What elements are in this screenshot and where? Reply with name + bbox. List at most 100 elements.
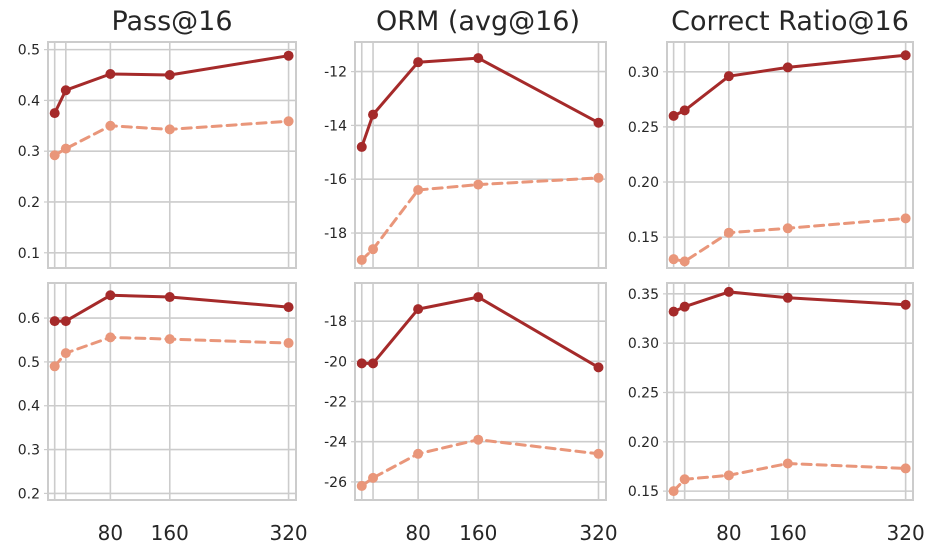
panel-r2-c1: 0.2 0.3 0.4 0.5 0.6 80 160 320: [18, 282, 308, 545]
data-point-dashed: [413, 448, 424, 459]
series-line-dashed: [360, 438, 600, 488]
y-tick-label: 0.1: [18, 246, 40, 262]
data-point-solid: [49, 316, 60, 327]
y-tick-label: 0.30: [628, 65, 659, 81]
data-point-solid: [283, 302, 294, 313]
data-point-solid: [679, 301, 690, 312]
data-point-solid: [60, 316, 71, 327]
y-tick-label: -26: [324, 475, 347, 491]
y-tick-label: -12: [324, 65, 347, 81]
data-point-solid: [164, 292, 175, 303]
x-tick-label: 320: [579, 521, 617, 545]
data-point-dashed: [356, 254, 367, 265]
y-tick-label: 0.3: [18, 443, 40, 459]
data-point-dashed: [283, 338, 294, 349]
data-point-dashed: [900, 213, 911, 224]
data-point-dashed: [368, 472, 379, 483]
y-tick-label: 0.5: [18, 43, 40, 59]
data-point-solid: [356, 358, 367, 369]
data-point-solid: [782, 62, 793, 73]
x-tick-label: 160: [769, 521, 807, 545]
data-point-dashed: [668, 254, 679, 265]
data-point-solid: [473, 53, 484, 64]
y-tick-label: 0.15: [628, 484, 659, 500]
panel-r1-c2: -18 -16 -14 -12: [324, 41, 607, 269]
y-tick-label: 0.25: [628, 385, 659, 401]
data-point-dashed: [105, 120, 116, 131]
data-point-dashed: [60, 348, 71, 359]
data-point-dashed: [900, 463, 911, 474]
data-point-dashed: [164, 334, 175, 345]
y-tick-label: -22: [324, 395, 347, 411]
data-point-dashed: [593, 448, 604, 459]
data-point-solid: [900, 299, 911, 310]
data-point-dashed: [105, 332, 116, 343]
data-point-dashed: [49, 150, 60, 161]
data-point-solid: [593, 362, 604, 373]
data-point-solid: [283, 50, 294, 61]
data-point-solid: [368, 358, 379, 369]
data-point-dashed: [413, 184, 424, 195]
x-tick-label: 160: [151, 521, 189, 545]
plot-frame: [47, 41, 297, 269]
panel-r2-c2: -26 -24 -22 -20 -18 80 160 320: [324, 282, 618, 545]
data-point-dashed: [723, 470, 734, 481]
data-point-dashed: [283, 116, 294, 127]
data-point-solid: [679, 105, 690, 116]
plot-frame: [354, 41, 607, 269]
data-point-dashed: [679, 256, 690, 267]
y-tick-label: 0.20: [628, 435, 659, 451]
data-point-solid: [60, 85, 71, 96]
data-point-solid: [413, 304, 424, 315]
data-point-solid: [105, 290, 116, 301]
data-point-solid: [356, 141, 367, 152]
y-tick-label: 0.20: [628, 175, 659, 191]
data-point-solid: [900, 50, 911, 61]
y-tick-label: -20: [324, 354, 347, 370]
data-point-solid: [164, 70, 175, 81]
data-point-solid: [668, 110, 679, 121]
column-title-3: Correct Ratio@16: [671, 6, 909, 37]
data-point-solid: [723, 286, 734, 297]
x-tick-label: 320: [887, 521, 925, 545]
y-tick-label: 0.15: [628, 230, 659, 246]
y-tick-label: -16: [324, 172, 347, 188]
column-title-1: Pass@16: [111, 6, 232, 37]
y-tick-label: 0.3: [18, 144, 40, 160]
panel-r1-c1: 0.1 0.2 0.3 0.4 0.5: [18, 41, 297, 269]
y-tick-label: 0.2: [18, 486, 40, 502]
x-tick-label: 80: [98, 521, 123, 545]
plot-frame: [47, 282, 297, 501]
y-tick-label: 0.6: [18, 311, 40, 327]
data-point-dashed: [782, 223, 793, 234]
panel-r1-c3: 0.15 0.20 0.25 0.30: [628, 41, 914, 269]
data-point-solid: [49, 108, 60, 119]
plot-frame: [666, 282, 914, 501]
x-tick-label: 320: [269, 521, 307, 545]
data-point-solid: [668, 306, 679, 317]
data-point-solid: [413, 57, 424, 68]
column-title-2: ORM (avg@16): [376, 6, 580, 37]
data-point-solid: [473, 292, 484, 303]
series-line-solid: [53, 54, 291, 115]
y-tick-label: -24: [324, 435, 347, 451]
data-point-dashed: [679, 474, 690, 485]
y-tick-label: 0.4: [18, 93, 40, 109]
panel-r2-c3: 0.15 0.20 0.25 0.30 0.35 80 160 320: [628, 282, 925, 545]
y-tick-label: 0.5: [18, 355, 40, 371]
plot-frame: [354, 282, 607, 501]
data-point-solid: [105, 68, 116, 79]
data-point-dashed: [60, 143, 71, 154]
data-point-dashed: [473, 179, 484, 190]
series-line-solid: [360, 295, 600, 369]
y-tick-label: -14: [324, 118, 347, 134]
data-point-dashed: [356, 480, 367, 491]
x-tick-label: 80: [716, 521, 741, 545]
y-tick-label: -18: [324, 226, 347, 242]
y-tick-label: 0.2: [18, 195, 40, 211]
x-tick-label: 160: [459, 521, 497, 545]
data-point-solid: [723, 71, 734, 82]
data-point-solid: [593, 117, 604, 128]
y-tick-label: 0.35: [628, 287, 659, 303]
